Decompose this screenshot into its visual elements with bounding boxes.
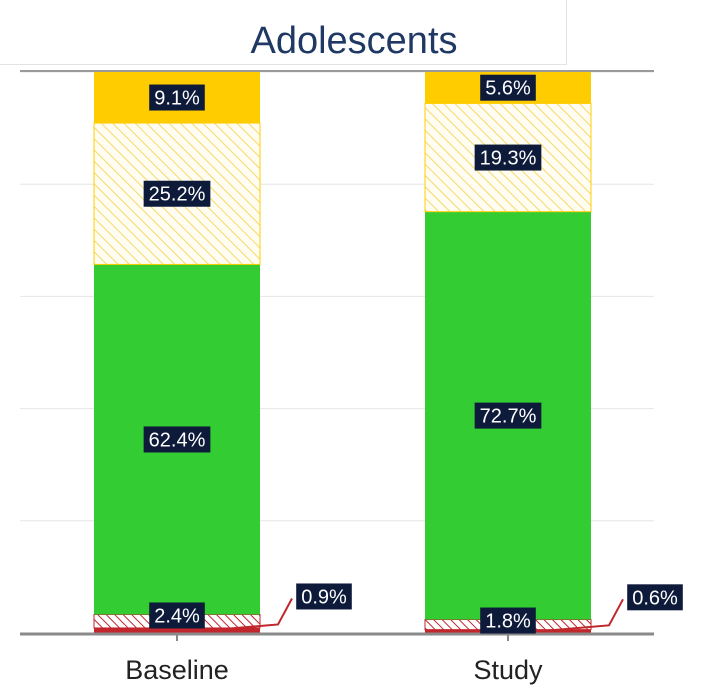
label-study-segment-3-green-box bbox=[474, 402, 542, 429]
label-study-segment-1-red-solid-box bbox=[627, 584, 683, 611]
label-baseline-segment-2-red-hatched: 2.4% bbox=[149, 602, 205, 629]
label-study-segment-5-yellow-solid: 5.6% bbox=[480, 74, 536, 101]
label-baseline-segment-4-yellow-hatched-box bbox=[143, 180, 211, 207]
label-study-segment-5-yellow-solid-text: 5.6% bbox=[485, 78, 531, 100]
label-study-segment-3-green-text: 72.7% bbox=[480, 406, 537, 428]
label-baseline-segment-2-red-hatched-box bbox=[149, 602, 205, 629]
label-study-segment-2-red-hatched: 1.8% bbox=[480, 607, 536, 634]
chart-title: Adolescents bbox=[250, 20, 458, 62]
callout-line bbox=[206, 598, 293, 632]
label-baseline-segment-4-yellow-hatched: 25.2% bbox=[143, 180, 211, 207]
label-study-segment-1-red-solid: 0.6% bbox=[627, 584, 683, 611]
label-baseline-segment-1-red-solid-text: 0.9% bbox=[301, 586, 347, 608]
label-study-segment-4-yellow-hatched: 19.3% bbox=[474, 144, 542, 171]
axes: Baseline Study bbox=[20, 70, 654, 685]
bar-baseline-segment-1-red-solid bbox=[94, 627, 260, 633]
label-baseline-segment-4-yellow-hatched-text: 25.2% bbox=[149, 184, 206, 206]
label-study-segment-3-green: 72.7% bbox=[474, 402, 542, 429]
label-study-segment-1-red-solid-text: 0.6% bbox=[632, 587, 678, 609]
label-baseline-segment-3-green-text: 62.4% bbox=[149, 429, 206, 451]
label-baseline-segment-5-yellow-solid-box bbox=[149, 84, 205, 111]
label-baseline-segment-3-green-box bbox=[143, 426, 211, 453]
label-study-segment-5-yellow-solid-box bbox=[480, 74, 536, 101]
label-baseline-segment-1-red-solid-box bbox=[296, 583, 352, 610]
label-baseline-segment-5-yellow-solid: 9.1% bbox=[149, 84, 205, 111]
title-box bbox=[0, 0, 567, 65]
x-tick-label: Study bbox=[473, 655, 543, 685]
data-labels: 0.9% 2.4% 62.4% 25.2% 9.1% 0.6% 1.8% 72.7% 19.3%… bbox=[143, 74, 683, 634]
label-baseline-segment-1-red-solid: 0.9% bbox=[296, 583, 352, 610]
label-study-segment-4-yellow-hatched-text: 19.3% bbox=[480, 148, 537, 170]
label-study-segment-2-red-hatched-text: 1.8% bbox=[485, 611, 531, 633]
label-study-segment-4-yellow-hatched-box bbox=[474, 144, 542, 171]
callout-line bbox=[537, 598, 624, 633]
label-baseline-segment-2-red-hatched-text: 2.4% bbox=[154, 605, 200, 627]
label-study-segment-2-red-hatched-box bbox=[480, 607, 536, 634]
label-baseline-segment-3-green: 62.4% bbox=[143, 426, 211, 453]
x-tick-label: Baseline bbox=[125, 655, 229, 685]
label-baseline-segment-5-yellow-solid-text: 9.1% bbox=[154, 88, 200, 110]
